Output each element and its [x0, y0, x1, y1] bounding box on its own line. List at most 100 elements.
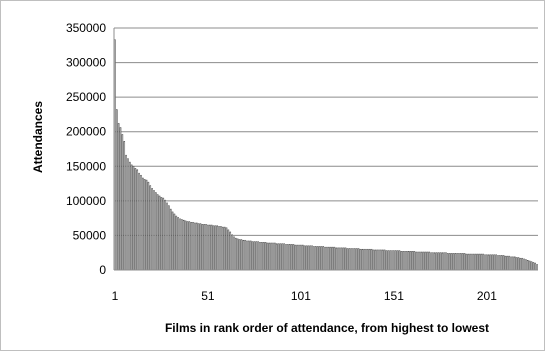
- bar: [337, 247, 339, 271]
- bar: [227, 229, 230, 271]
- bar: [261, 242, 263, 271]
- bar: [486, 254, 488, 271]
- bar: [359, 248, 362, 271]
- bar: [380, 249, 382, 271]
- bar: [242, 239, 245, 271]
- bar: [508, 255, 510, 271]
- x-tick-label: 151: [384, 289, 404, 303]
- bar: [188, 221, 191, 271]
- bar: [223, 226, 226, 271]
- bar: [326, 246, 328, 271]
- bar: [164, 199, 166, 271]
- bar: [233, 236, 235, 271]
- bar: [385, 250, 388, 271]
- bar: [530, 261, 533, 271]
- bar: [536, 264, 538, 271]
- bar: [292, 244, 295, 271]
- bar: [445, 252, 447, 271]
- bar: [313, 246, 315, 271]
- bar: [435, 252, 438, 271]
- bar: [229, 231, 232, 271]
- bar: [448, 253, 451, 271]
- bar: [138, 172, 140, 271]
- bar: [487, 254, 490, 271]
- y-tick-label: 150000: [66, 159, 106, 173]
- bar: [396, 250, 399, 271]
- y-axis-title: Attendances: [31, 101, 45, 173]
- bar: [417, 251, 419, 271]
- bar: [130, 164, 133, 271]
- bar: [383, 249, 386, 271]
- bar: [491, 254, 494, 271]
- y-tick-label: 200000: [66, 125, 106, 139]
- bar: [117, 123, 120, 271]
- bar: [160, 197, 163, 271]
- bar: [465, 253, 468, 271]
- bar: [394, 250, 397, 271]
- bar: [274, 242, 276, 271]
- bar: [387, 250, 390, 271]
- bar: [272, 242, 274, 271]
- y-tick-labels: 0 50000 100000 150000 200000 250000 300000 3500…: [66, 21, 106, 277]
- bar: [424, 251, 427, 271]
- bar: [324, 246, 326, 271]
- bar: [370, 248, 373, 271]
- bar: [500, 255, 503, 271]
- bar: [257, 241, 259, 271]
- bar: [469, 253, 471, 271]
- bar: [327, 246, 330, 271]
- bar: [331, 246, 334, 271]
- bar: [205, 224, 207, 271]
- bar: [489, 254, 492, 271]
- bar: [378, 249, 380, 271]
- bar: [194, 222, 196, 271]
- bar: [521, 257, 523, 271]
- bar: [406, 251, 408, 271]
- bar: [460, 253, 462, 271]
- bar: [268, 242, 271, 271]
- bar: [249, 240, 252, 271]
- bar: [288, 244, 291, 271]
- bar: [478, 253, 481, 271]
- bar: [285, 244, 287, 271]
- bar: [474, 253, 477, 271]
- bar: [311, 245, 313, 271]
- bar: [201, 224, 204, 271]
- bar: [298, 244, 300, 271]
- bar: [190, 221, 192, 271]
- bar: [422, 251, 425, 271]
- bar: [454, 253, 457, 271]
- bar: [350, 248, 352, 271]
- bar: [216, 225, 219, 271]
- bar: [220, 226, 222, 271]
- bar: [218, 226, 220, 271]
- bar: [169, 208, 172, 271]
- bar: [197, 223, 200, 271]
- bar: [430, 252, 432, 271]
- bar: [246, 240, 248, 271]
- bar: [407, 251, 410, 271]
- bar: [439, 252, 442, 271]
- bar: [262, 242, 265, 271]
- bar: [283, 243, 285, 271]
- y-tick-label: 350000: [66, 21, 106, 35]
- bar: [357, 248, 360, 271]
- bar: [181, 219, 183, 271]
- bar: [207, 224, 209, 271]
- x-tick-labels: 1 51 101 151 201: [112, 289, 498, 303]
- bar: [173, 213, 176, 271]
- bar: [402, 251, 404, 271]
- bar: [432, 252, 434, 271]
- bar: [493, 254, 496, 271]
- bar: [495, 254, 497, 271]
- bar: [114, 39, 116, 271]
- bar: [467, 253, 470, 271]
- bar: [532, 262, 535, 271]
- bar: [195, 222, 198, 271]
- bar: [296, 244, 298, 271]
- bar: [300, 244, 302, 271]
- bar: [212, 225, 215, 271]
- axes: [113, 28, 538, 271]
- bar: [153, 190, 155, 271]
